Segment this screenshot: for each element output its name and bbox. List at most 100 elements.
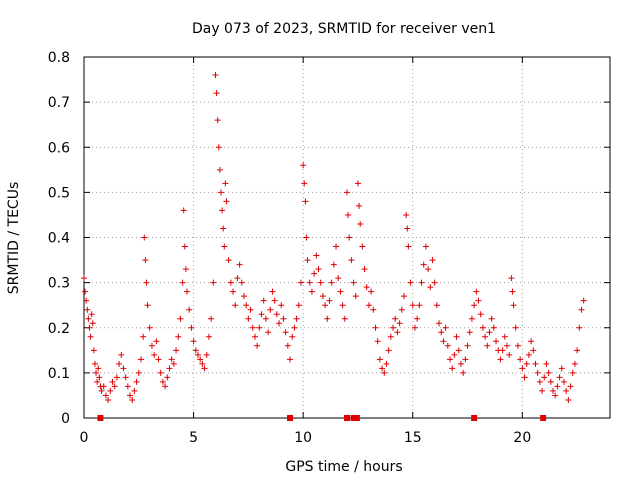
data-point (354, 180, 361, 187)
data-point (543, 360, 550, 367)
data-point (271, 297, 278, 304)
data-point (109, 378, 116, 385)
data-point (311, 270, 318, 277)
data-point (215, 144, 222, 151)
data-point (96, 374, 103, 381)
data-point (223, 198, 230, 205)
data-point (536, 378, 543, 385)
data-point (116, 360, 123, 367)
y-tick-label: 0.1 (48, 366, 70, 382)
data-point (217, 189, 224, 196)
data-point (344, 189, 350, 196)
data-point (280, 315, 287, 322)
gap-marker (97, 415, 104, 421)
data-point (90, 347, 97, 354)
data-point (359, 243, 366, 250)
data-point (304, 257, 311, 264)
data-point (269, 288, 276, 295)
data-point (374, 338, 381, 345)
data-point (466, 329, 473, 336)
data-point (383, 360, 390, 367)
data-point (107, 387, 114, 394)
data-point (438, 329, 445, 336)
data-point (545, 369, 552, 376)
data-point (431, 279, 438, 286)
data-point (300, 162, 307, 169)
data-point (151, 351, 158, 358)
data-point (335, 275, 342, 282)
y-tick-label: 0.4 (48, 231, 70, 247)
data-point (503, 342, 510, 349)
data-point (409, 302, 416, 309)
data-point (265, 329, 272, 336)
data-point (394, 329, 401, 336)
data-point (528, 338, 535, 345)
data-point (177, 315, 184, 322)
data-point (278, 302, 285, 309)
data-point (301, 180, 308, 187)
data-point (558, 365, 565, 372)
data-point (273, 311, 280, 318)
data-point (565, 396, 572, 403)
data-point (148, 342, 155, 349)
data-point (482, 333, 489, 340)
data-point (295, 302, 302, 309)
data-point (181, 243, 188, 250)
data-point (396, 320, 403, 327)
data-point (186, 306, 193, 313)
gap-marker (353, 415, 360, 421)
data-point (313, 252, 320, 259)
gap-marker (287, 415, 294, 421)
data-point (552, 392, 559, 399)
x-tick-label: 10 (294, 430, 312, 446)
data-point (243, 302, 250, 309)
data-point (420, 261, 427, 268)
data-point (89, 320, 96, 327)
x-tick-label: 0 (80, 430, 89, 446)
data-point (133, 378, 140, 385)
data-point (457, 360, 464, 367)
data-point (376, 356, 383, 363)
data-point (322, 302, 329, 309)
data-point (236, 261, 243, 268)
data-point (144, 302, 151, 309)
data-point (464, 342, 471, 349)
data-point (282, 329, 289, 336)
data-points (81, 72, 587, 421)
data-point (519, 365, 526, 372)
data-point (556, 374, 563, 381)
data-point (477, 311, 484, 318)
data-point (411, 324, 418, 331)
data-point (308, 288, 315, 295)
data-point (333, 243, 340, 250)
data-point (356, 202, 363, 209)
data-point (258, 311, 265, 318)
data-point (328, 279, 335, 286)
data-point (352, 293, 359, 300)
data-point (453, 333, 460, 340)
data-point (201, 365, 208, 372)
x-tick-label: 15 (404, 430, 422, 446)
data-point (442, 324, 449, 331)
data-point (571, 360, 578, 367)
data-point (293, 315, 300, 322)
data-point (232, 302, 239, 309)
data-point (170, 360, 177, 367)
y-tick-label: 0.6 (48, 140, 70, 156)
data-point (499, 347, 506, 354)
grid (84, 57, 610, 418)
data-point (563, 387, 570, 394)
axis-ticks: 0 0.1 0.2 0.3 0.4 0.5 0.6 0.7 0.8 0 5 10 15 20 (48, 50, 610, 446)
data-point (212, 72, 219, 79)
data-point (141, 234, 148, 241)
data-point (94, 378, 101, 385)
data-point (168, 356, 175, 363)
data-point (155, 356, 162, 363)
data-point (124, 383, 131, 390)
data-point (297, 279, 304, 286)
data-point (247, 306, 254, 313)
data-point (365, 302, 372, 309)
data-point (449, 365, 456, 372)
data-point (569, 369, 576, 376)
